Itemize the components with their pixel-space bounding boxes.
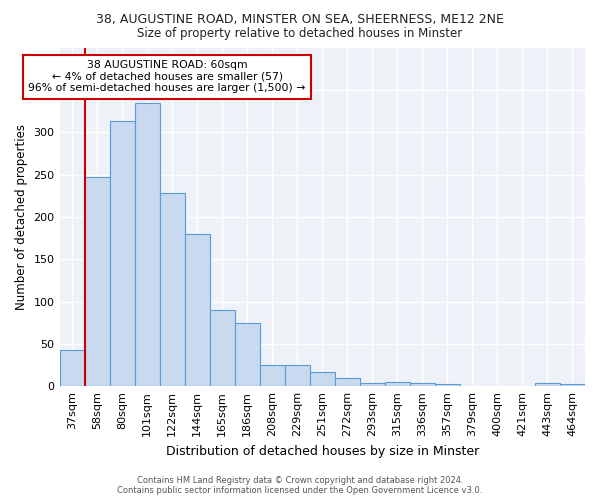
Bar (185, 234, 209, 386)
Bar (410, 383, 435, 386)
Bar (360, 383, 385, 386)
Text: 38, AUGUSTINE ROAD, MINSTER ON SEA, SHEERNESS, ME12 2NE: 38, AUGUSTINE ROAD, MINSTER ON SEA, SHEE… (96, 12, 504, 26)
Bar (385, 382, 410, 386)
Bar (134, 104, 160, 386)
Text: Size of property relative to detached houses in Minster: Size of property relative to detached ho… (137, 28, 463, 40)
Bar (260, 365, 285, 386)
Y-axis label: Number of detached properties: Number of detached properties (15, 124, 28, 310)
Bar (435, 384, 460, 386)
Text: 38 AUGUSTINE ROAD: 60sqm
← 4% of detached houses are smaller (57)
96% of semi-de: 38 AUGUSTINE ROAD: 60sqm ← 4% of detache… (28, 60, 306, 94)
Text: Contains HM Land Registry data © Crown copyright and database right 2024.
Contai: Contains HM Land Registry data © Crown c… (118, 476, 482, 495)
Bar (85, 177, 110, 386)
Bar (560, 384, 585, 386)
Bar (160, 193, 185, 386)
Bar (310, 372, 335, 386)
Bar (535, 383, 560, 386)
X-axis label: Distribution of detached houses by size in Minster: Distribution of detached houses by size … (166, 444, 479, 458)
Bar (235, 322, 260, 386)
Bar (110, 121, 134, 386)
Bar (59, 350, 85, 386)
Bar (335, 378, 360, 386)
Bar (209, 310, 235, 386)
Bar (285, 365, 310, 386)
